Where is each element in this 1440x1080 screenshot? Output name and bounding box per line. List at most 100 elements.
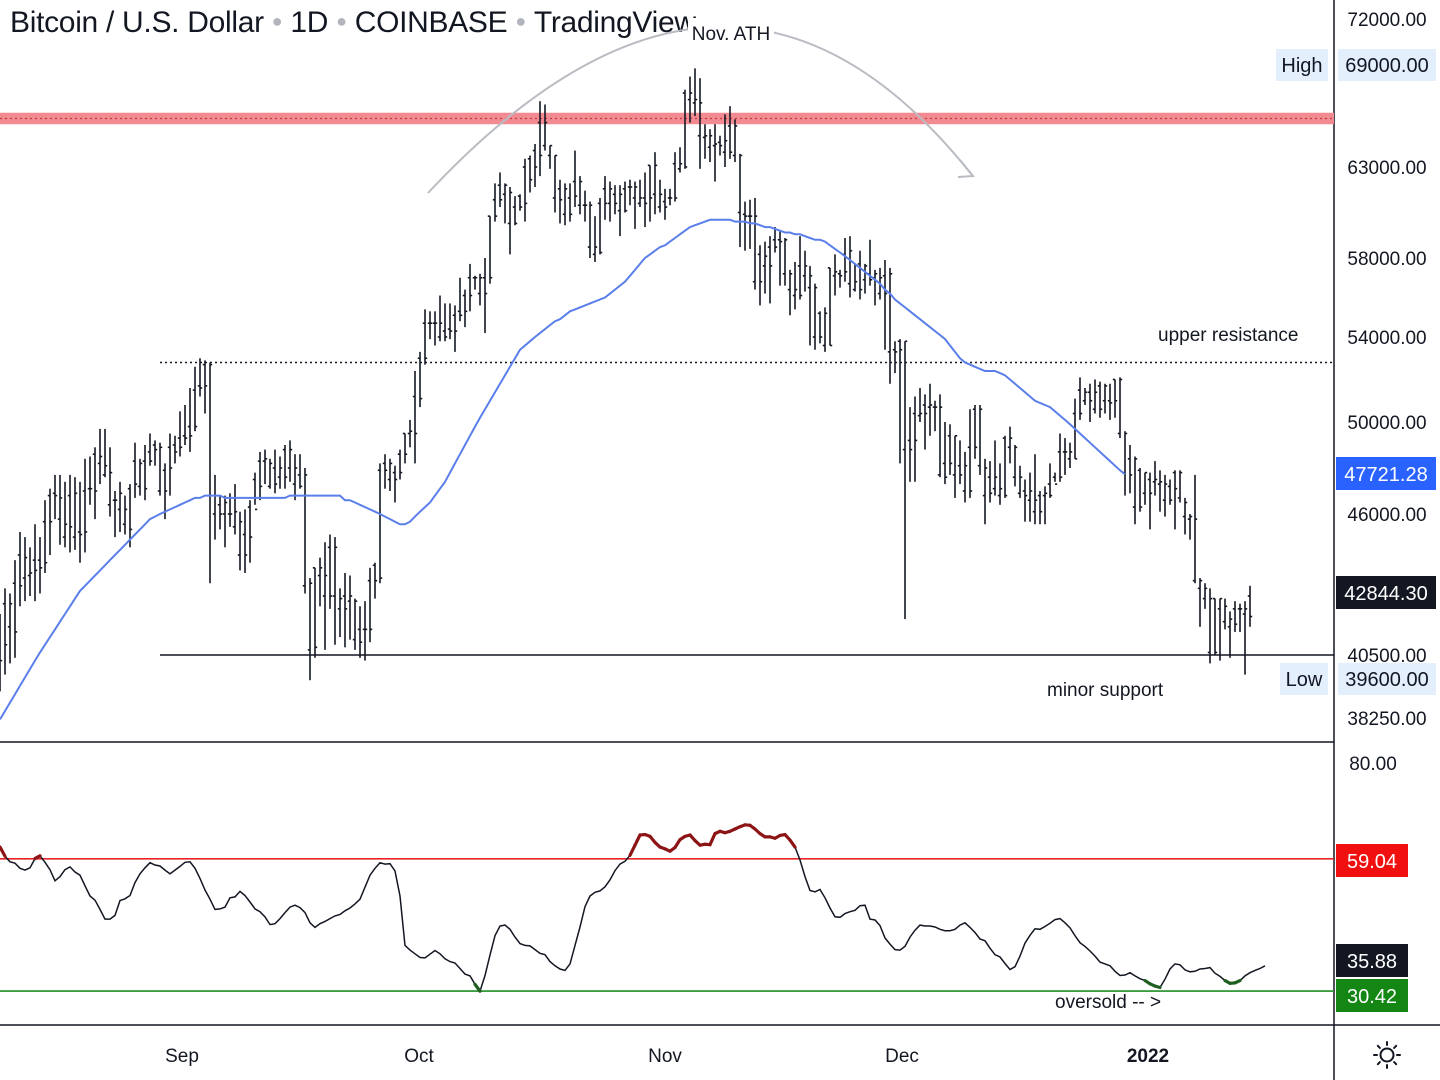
overbought-tag: 59.04 <box>1347 851 1397 873</box>
ohlc-bar <box>807 265 813 346</box>
ohlc-bar <box>272 449 278 494</box>
ohlc-bar <box>372 562 378 599</box>
ohlc-bar <box>102 428 108 478</box>
ohlc-bar <box>202 360 208 414</box>
ohlc-bar <box>1012 445 1018 487</box>
price-tick-label: 50000.00 <box>1347 413 1426 434</box>
ohlc-bar <box>402 432 408 464</box>
ohlc-bar <box>162 463 168 520</box>
ohlc-bar <box>1077 377 1083 420</box>
ohlc-bar <box>1172 470 1178 530</box>
ohlc-bar <box>432 311 438 346</box>
ohlc-bar <box>437 295 443 342</box>
ohlc-bar <box>252 472 258 511</box>
ohlc-bar <box>897 339 903 464</box>
ohlc-bar <box>397 449 403 480</box>
ohlc-bar <box>347 575 353 640</box>
ohlc-bar <box>1207 588 1213 664</box>
ohlc-bar <box>1022 479 1028 522</box>
ohlc-bar <box>802 250 808 292</box>
ohlc-bar <box>107 447 113 517</box>
ohlc-bar <box>477 273 483 306</box>
ohlc-bar <box>637 179 643 208</box>
ohlc-bar <box>497 172 503 208</box>
ohlc-bar <box>297 454 303 489</box>
ohlc-bar <box>1147 472 1153 530</box>
ohlc-bar <box>532 143 538 188</box>
ohlc-bar <box>642 172 648 228</box>
ohlc-bar <box>327 534 333 609</box>
ohlc-bar <box>542 104 548 151</box>
ohlc-bar <box>412 371 418 464</box>
ohlc-bar <box>822 307 828 352</box>
ohlc-bar <box>862 263 868 294</box>
ohlc-bar <box>722 114 728 167</box>
ohlc-bar <box>92 447 98 520</box>
ohlc-bar <box>312 567 318 658</box>
ohlc-bar <box>707 129 713 163</box>
ohlc-bar <box>942 422 948 485</box>
ohlc-bar <box>537 101 543 177</box>
ohlc-bar <box>657 179 663 213</box>
ohlc-bar <box>932 400 938 432</box>
time-tick-label: Oct <box>404 1046 434 1067</box>
settings-sun-icon[interactable] <box>1372 1040 1402 1070</box>
ohlc-bar <box>692 68 698 117</box>
price-tick-label: 72000.00 <box>1347 10 1426 31</box>
rsi-extreme-segment <box>0 845 7 858</box>
ohlc-bar <box>1047 463 1053 498</box>
ohlc-bar <box>1142 471 1148 505</box>
ohlc-bar <box>332 537 338 645</box>
ohlc-bar <box>632 181 638 229</box>
time-tick-label: Dec <box>885 1046 919 1067</box>
ma-value-tag: 47721.28 <box>1344 464 1427 486</box>
ohlc-bar <box>337 588 343 638</box>
ohlc-bar <box>967 409 973 498</box>
ohlc-bar <box>697 78 703 169</box>
minor-support-label: minor support <box>1047 680 1164 701</box>
ohlc-bar <box>922 394 928 450</box>
ohlc-bar <box>512 196 518 226</box>
time-tick-label: 2022 <box>1127 1046 1169 1067</box>
ohlc-bar <box>217 495 223 530</box>
ohlc-bar <box>247 500 253 563</box>
ohlc-bar <box>842 237 848 282</box>
ohlc-bar <box>187 388 193 452</box>
ohlc-bar <box>1032 454 1038 525</box>
rsi-extreme-segment <box>1153 984 1162 990</box>
ohlc-bar <box>847 236 853 298</box>
moving-average-line[interactable] <box>0 218 1126 720</box>
ohlc-bar <box>422 309 428 365</box>
ohlc-bar <box>367 567 373 643</box>
ohlc-bar <box>522 158 528 222</box>
ohlc-bar <box>992 440 998 496</box>
ohlc-bar <box>42 500 48 573</box>
ohlc-bar <box>442 303 448 342</box>
ohlc-bar <box>882 259 888 350</box>
last-price-tag: 42844.30 <box>1344 583 1427 605</box>
ohlc-bar <box>182 405 188 445</box>
ohlc-bar <box>937 394 943 478</box>
ath-label: Nov. ATH <box>692 24 770 45</box>
ohlc-bar <box>1137 468 1143 512</box>
ohlc-bar <box>617 185 623 237</box>
ohlc-bar <box>97 428 103 485</box>
ohlc-bar <box>767 236 773 304</box>
symbol-name: Bitcoin / U.S. Dollar <box>10 6 264 39</box>
ohlc-bar <box>957 440 963 485</box>
ohlc-bar <box>1182 497 1188 535</box>
ohlc-bar <box>1222 598 1228 630</box>
ohlc-bar <box>782 237 788 286</box>
ohlc-bar <box>67 474 73 553</box>
exchange: COINBASE <box>354 6 508 39</box>
interval[interactable]: 1D <box>290 6 329 39</box>
ohlc-bar <box>1057 433 1063 482</box>
upper-resistance-label: upper resistance <box>1158 325 1298 346</box>
price-tick-label: 40500.00 <box>1347 646 1426 667</box>
ohlc-bar <box>0 613 3 692</box>
ohlc-bar <box>127 484 133 548</box>
low-value-tag: 39600.00 <box>1345 669 1428 691</box>
ohlc-bar <box>467 263 473 312</box>
ohlc-bar <box>1167 479 1173 505</box>
